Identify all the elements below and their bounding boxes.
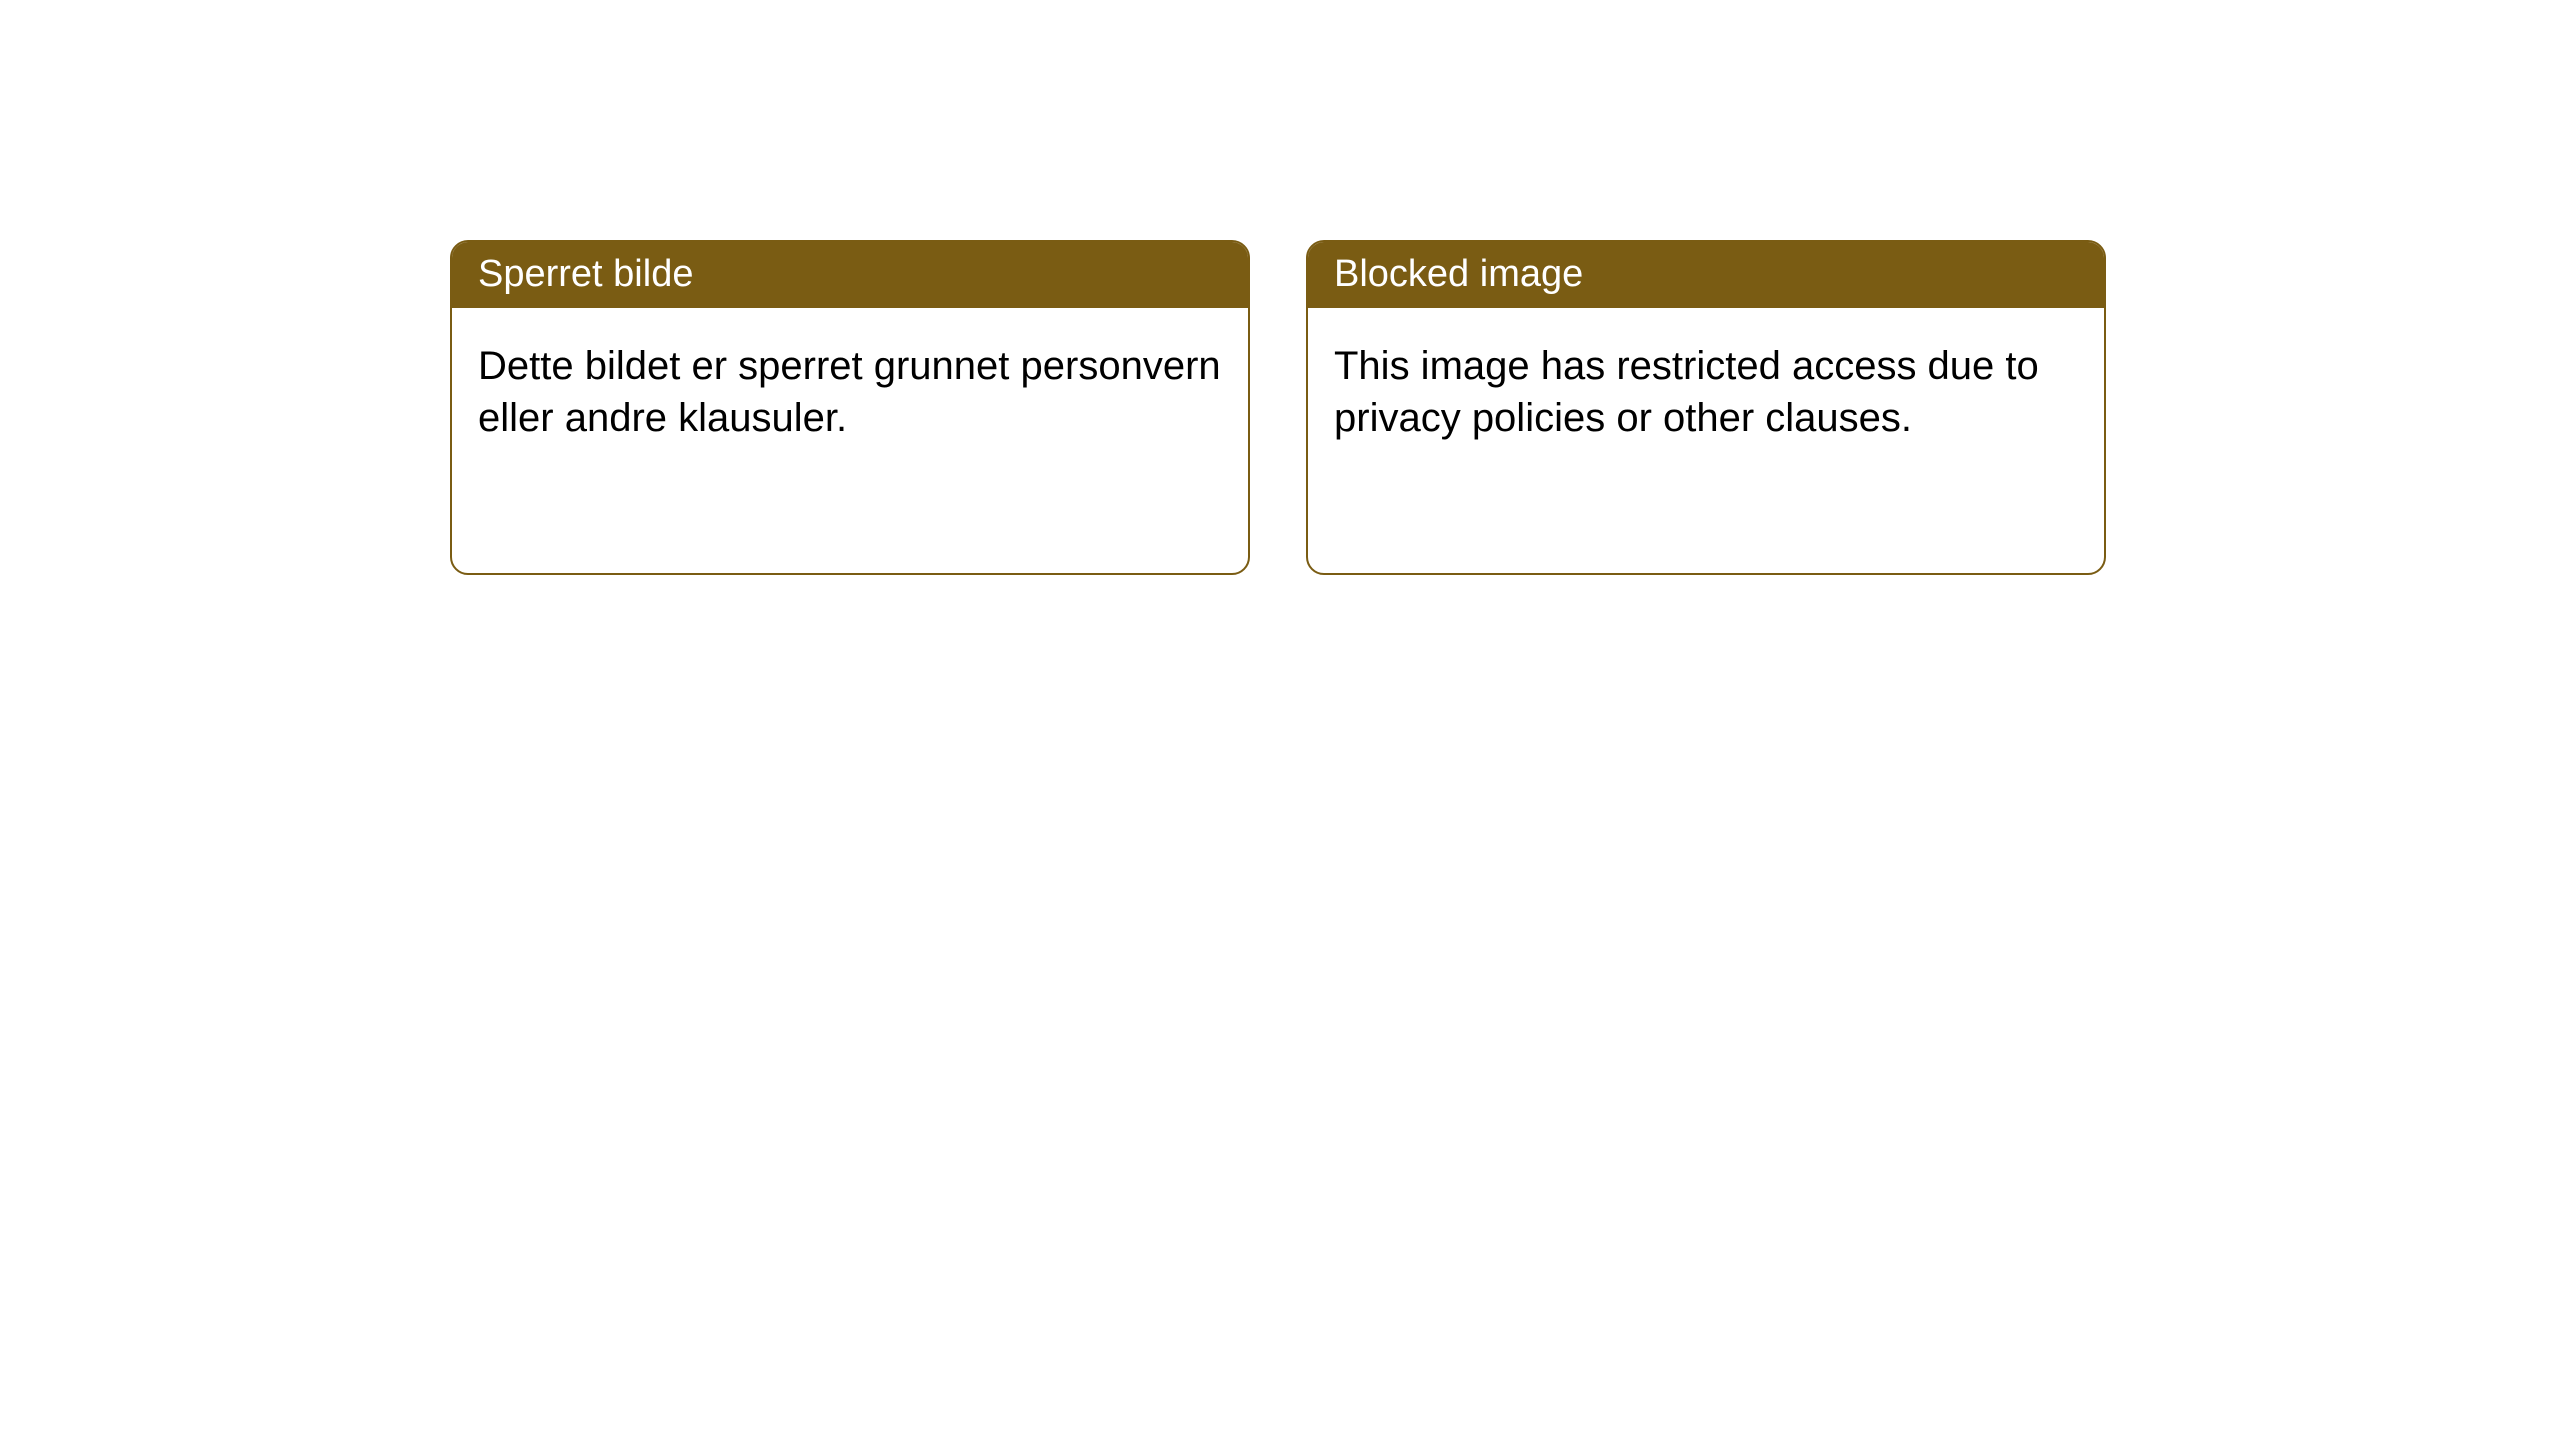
notice-container: Sperret bilde Dette bildet er sperret gr…: [450, 240, 2106, 575]
card-title: Sperret bilde: [478, 253, 693, 295]
card-body: This image has restricted access due to …: [1308, 308, 2104, 478]
card-header: Blocked image: [1308, 242, 2104, 308]
notice-card-norwegian: Sperret bilde Dette bildet er sperret gr…: [450, 240, 1250, 575]
card-body: Dette bildet er sperret grunnet personve…: [452, 308, 1248, 478]
card-title: Blocked image: [1334, 253, 1583, 295]
card-body-text: Dette bildet er sperret grunnet personve…: [478, 344, 1221, 441]
card-header: Sperret bilde: [452, 242, 1248, 308]
notice-card-english: Blocked image This image has restricted …: [1306, 240, 2106, 575]
card-body-text: This image has restricted access due to …: [1334, 344, 2039, 441]
